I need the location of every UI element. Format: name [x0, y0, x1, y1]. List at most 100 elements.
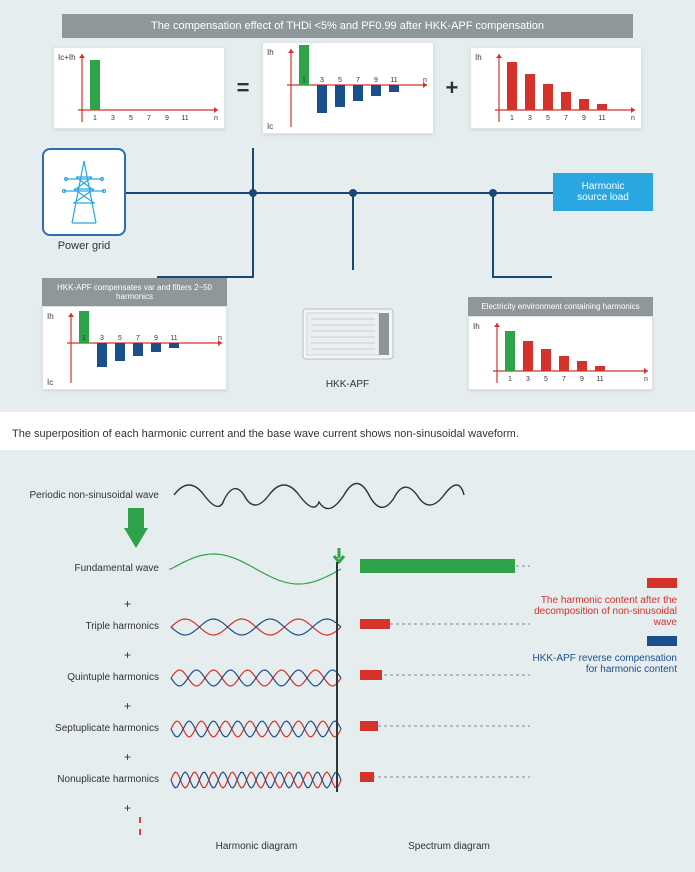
- decomposition-panel: Periodic non-sinusoidal wave Fundamental…: [0, 450, 695, 872]
- spectrum-bar-1: [360, 548, 530, 589]
- svg-text:5: 5: [118, 335, 122, 342]
- diagram-labels: Harmonic diagram Spectrum diagram: [24, 841, 671, 852]
- periodic-label: Periodic non-sinusoidal wave: [24, 490, 169, 501]
- svg-text:Ih: Ih: [475, 53, 482, 62]
- svg-text:3: 3: [111, 115, 115, 122]
- svg-text:11: 11: [390, 77, 397, 84]
- periodic-wave: [169, 470, 469, 520]
- svg-text:3: 3: [320, 77, 324, 84]
- periodic-row: Periodic non-sinusoidal wave: [24, 470, 671, 520]
- svg-text:Ic: Ic: [47, 378, 53, 387]
- equation-row: 1 3 5 7 9 11 n Ic+Ih = 1 3 5 7 9 11 n Ih Ic + 1 3 5 7 9 11 n I…: [22, 42, 673, 134]
- caption-text: The superposition of each harmonic curre…: [12, 428, 683, 440]
- svg-text:Ih: Ih: [267, 48, 274, 57]
- svg-text:1: 1: [510, 115, 514, 122]
- apf-device: HKK-APF: [293, 299, 403, 390]
- power-grid-node: [42, 148, 126, 236]
- svg-text:n: n: [423, 77, 427, 84]
- svg-text:3: 3: [526, 376, 530, 383]
- svg-text:5: 5: [544, 376, 548, 383]
- spectrum-diagram-label: Spectrum diagram: [364, 841, 534, 852]
- power-grid-label: Power grid: [42, 240, 126, 252]
- svg-text:3: 3: [528, 115, 532, 122]
- eq-chart-result: 1357911nIc+Ih: [53, 47, 225, 129]
- dash-continue: [139, 817, 671, 835]
- wave-5: [169, 667, 344, 689]
- apf-device-label: HKK-APF: [293, 379, 403, 390]
- bus-apf-v: [352, 192, 354, 270]
- svg-text:Ic: Ic: [267, 122, 273, 131]
- spectrum-axis: [336, 562, 338, 792]
- bus-left-down: [252, 192, 254, 278]
- harmonic-load-label: Harmonic source load: [577, 181, 629, 203]
- svg-text:9: 9: [580, 376, 584, 383]
- svg-text:9: 9: [582, 115, 586, 122]
- spectrum-bar-5: [360, 664, 530, 691]
- apf-filter-card: HKK-APF compensates var and filters 2~50…: [42, 278, 227, 390]
- bus-right-h: [492, 276, 552, 278]
- equals-sign: =: [237, 75, 250, 101]
- svg-text:7: 7: [136, 335, 140, 342]
- wave-1: [169, 551, 344, 587]
- harmonic-row-9: Nonuplicate harmonics: [24, 766, 671, 793]
- panel-title: The compensation effect of THDi <5% and …: [62, 14, 633, 38]
- compensation-panel: The compensation effect of THDi <5% and …: [0, 0, 695, 412]
- env-harm-title: Electricity environment containing harmo…: [468, 297, 653, 316]
- harmonic-label-3: Triple harmonics: [24, 621, 169, 632]
- svg-text:n: n: [214, 115, 218, 122]
- wave-7: [169, 718, 344, 740]
- svg-text:9: 9: [165, 115, 169, 122]
- svg-text:5: 5: [338, 77, 342, 84]
- svg-text:Ih: Ih: [473, 322, 480, 331]
- apf-filter-title: HKK-APF compensates var and filters 2~50…: [42, 278, 227, 306]
- plus-final: +: [24, 801, 671, 815]
- svg-text:11: 11: [181, 115, 188, 122]
- bus-node-2: [349, 189, 357, 197]
- harmonic-label-7: Septuplicate harmonics: [24, 723, 169, 734]
- spectrum-bar-7: [360, 715, 530, 742]
- svg-text:n: n: [631, 115, 635, 122]
- harmonic-load-box: Harmonic source load: [553, 173, 653, 211]
- plus-sign: +: [446, 75, 459, 101]
- svg-text:7: 7: [356, 77, 360, 84]
- legend-blue: HKK-APF reverse compensation for harmoni…: [527, 636, 677, 675]
- topology-row: Power grid Harmonic source load: [22, 148, 673, 278]
- apf-device-icon: [293, 299, 403, 369]
- env-harm-card: Electricity environment containing harmo…: [468, 297, 653, 390]
- eq-chart-apf: 1 3 5 7 9 11 n Ih Ic: [262, 42, 434, 134]
- bus-right-v: [492, 192, 494, 278]
- plus-3: +: [24, 699, 671, 713]
- svg-text:11: 11: [170, 335, 177, 342]
- plus-4: +: [24, 750, 671, 764]
- svg-text:1: 1: [508, 376, 512, 383]
- harmonic-row-7: Septuplicate harmonics: [24, 715, 671, 742]
- small-arrow: [332, 548, 346, 566]
- svg-text:7: 7: [564, 115, 568, 122]
- bus-node-3: [489, 189, 497, 197]
- spectrum-bar-3: [360, 613, 530, 640]
- wave-3: [169, 616, 344, 638]
- tower-icon: [56, 157, 112, 227]
- svg-text:1: 1: [82, 335, 86, 342]
- svg-text:5: 5: [129, 115, 133, 122]
- svg-text:7: 7: [562, 376, 566, 383]
- bottom-row: HKK-APF compensates var and filters 2~50…: [22, 278, 673, 390]
- svg-text:7: 7: [147, 115, 151, 122]
- svg-text:n: n: [644, 376, 648, 383]
- bus-eq-mid-v: [252, 148, 254, 192]
- svg-text:5: 5: [546, 115, 550, 122]
- svg-text:Ic+Ih: Ic+Ih: [58, 53, 76, 62]
- svg-text:n: n: [218, 335, 222, 342]
- svg-text:9: 9: [374, 77, 378, 84]
- svg-text:1: 1: [302, 77, 306, 84]
- svg-text:3: 3: [100, 335, 104, 342]
- svg-text:11: 11: [596, 376, 603, 383]
- wave-9: [169, 769, 344, 791]
- svg-text:9: 9: [154, 335, 158, 342]
- harmonic-label-9: Nonuplicate harmonics: [24, 774, 169, 785]
- svg-text:Ih: Ih: [47, 312, 54, 321]
- legend-red: The harmonic content after the decomposi…: [527, 578, 677, 628]
- bus-node-1: [249, 189, 257, 197]
- harmonic-label-1: Fundamental wave: [24, 563, 169, 574]
- decomp-arrow: [124, 528, 148, 548]
